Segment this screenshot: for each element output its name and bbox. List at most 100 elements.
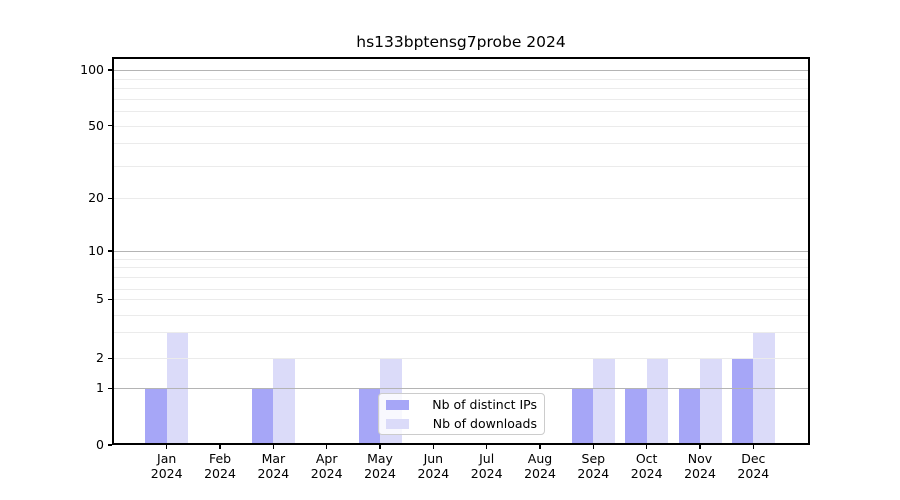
legend-swatch-downloads <box>386 418 409 429</box>
gridline-y-30 <box>112 166 810 168</box>
month-label: Jun <box>423 451 444 466</box>
x-tick-label-sep: Sep 2024 <box>553 451 633 481</box>
year-label: 2024 <box>630 466 663 481</box>
x-tick-label-apr: Apr 2024 <box>287 451 367 481</box>
bar-downloads-sep <box>593 358 615 445</box>
month-label: Apr <box>315 451 338 466</box>
x-tick-mark-jun <box>432 445 435 449</box>
bar-distinct-ips-oct <box>625 388 647 445</box>
gridline-y-40 <box>112 143 810 145</box>
y-tick-mark-10 <box>108 250 112 252</box>
year-label: 2024 <box>577 466 610 481</box>
month-label: Oct <box>635 451 658 466</box>
bar-downloads-oct <box>646 358 669 445</box>
year-label: 2024 <box>737 466 770 481</box>
x-tick-mark-oct <box>645 445 648 449</box>
gridline-y-9 <box>112 258 810 260</box>
gridline-y-7 <box>112 277 810 278</box>
y-tick-label-50: 50 <box>88 117 104 133</box>
month-label: Aug <box>527 451 553 466</box>
y-tick-label-10: 10 <box>88 243 104 258</box>
y-tick-label-2: 2 <box>96 350 104 366</box>
x-tick-label-mar: Mar 2024 <box>233 451 313 481</box>
gridline-y-3 <box>112 332 810 333</box>
y-tick-mark-2 <box>108 357 112 360</box>
gridline-y-2 <box>112 358 810 360</box>
x-tick-label-oct: Oct 2024 <box>607 451 687 481</box>
x-tick-label-jul: Jul 2024 <box>447 451 527 481</box>
year-label: 2024 <box>150 466 183 481</box>
bar-distinct-ips-jan <box>145 388 167 445</box>
gridline-y-8 <box>112 267 810 268</box>
year-label: 2024 <box>204 466 236 481</box>
month-label: Feb <box>208 451 232 466</box>
y-tick-mark-1 <box>108 387 112 390</box>
x-tick-mark-feb <box>219 445 221 449</box>
bar-downloads-mar <box>273 358 295 445</box>
month-label: Jul <box>479 451 495 466</box>
gridline-y-50 <box>112 125 810 127</box>
gridline-y-90 <box>112 78 810 80</box>
gridline-y-6 <box>112 288 810 290</box>
x-tick-label-aug: Aug 2024 <box>500 451 580 481</box>
x-tick-label-jan: Jan 2024 <box>127 451 207 481</box>
year-label: 2024 <box>310 466 343 481</box>
year-label: 2024 <box>524 466 556 481</box>
x-tick-label-feb: Feb 2024 <box>180 451 260 481</box>
legend-swatch-distinct-ips <box>386 399 409 410</box>
x-tick-label-may: May 2024 <box>340 451 420 481</box>
legend-item-downloads: Nb of downloads <box>386 416 537 431</box>
x-tick-mark-aug <box>539 445 541 449</box>
year-label: 2024 <box>470 466 503 481</box>
gridline-y-20 <box>112 198 810 200</box>
month-label: Jan <box>157 451 177 466</box>
x-tick-label-nov: Nov 2024 <box>660 451 740 481</box>
y-tick-mark-5 <box>108 298 112 301</box>
x-tick-mark-mar <box>272 445 275 449</box>
grid-layer <box>112 57 810 445</box>
month-label: Mar <box>261 451 286 466</box>
year-label: 2024 <box>417 466 450 481</box>
x-tick-mark-apr <box>325 445 328 449</box>
month-label: Dec <box>741 451 766 466</box>
y-tick-mark-50 <box>108 124 112 127</box>
legend: Nb of distinct IPs Nb of downloads <box>378 393 545 435</box>
gridline-y-60 <box>112 111 810 113</box>
x-tick-label-jun: Jun 2024 <box>393 451 473 481</box>
x-tick-mark-jan <box>165 445 168 449</box>
year-label: 2024 <box>684 466 716 481</box>
x-tick-mark-jul <box>485 445 488 449</box>
x-tick-mark-nov <box>699 445 701 449</box>
y-tick-label-0: 0 <box>96 437 104 452</box>
year-label: 2024 <box>364 466 396 481</box>
bar-distinct-ips-sep <box>571 388 594 445</box>
y-tick-label-5: 5 <box>96 291 104 307</box>
gridline-y-70 <box>112 98 810 100</box>
bar-distinct-ips-mar <box>251 388 274 445</box>
x-tick-mark-may <box>379 445 381 449</box>
gridline-y-100 <box>112 70 810 71</box>
bar-distinct-ips-dec <box>731 358 754 445</box>
legend-label-distinct-ips: Nb of distinct IPs <box>432 397 537 412</box>
gridline-y-5 <box>112 299 810 301</box>
plot-area: Nb of distinct IPs Nb of downloads <box>112 57 810 445</box>
y-tick-label-100: 100 <box>80 62 104 77</box>
bar-distinct-ips-nov <box>678 388 700 445</box>
month-label: May <box>367 451 393 466</box>
x-tick-mark-sep <box>592 445 595 449</box>
month-label: Nov <box>687 451 713 466</box>
x-tick-label-dec: Dec 2024 <box>713 451 793 481</box>
gridline-y-80 <box>112 87 810 89</box>
gridline-y-1 <box>112 388 810 390</box>
bar-downloads-nov <box>700 358 722 445</box>
chart-title: hs133bptensg7probe 2024 <box>356 33 566 51</box>
legend-label-downloads: Nb of downloads <box>432 416 537 431</box>
gridline-y-10 <box>112 251 810 252</box>
year-label: 2024 <box>257 466 290 481</box>
y-tick-mark-20 <box>108 197 112 200</box>
legend-item-distinct-ips: Nb of distinct IPs <box>386 397 537 412</box>
x-tick-mark-dec <box>752 445 755 449</box>
y-tick-mark-100 <box>108 69 112 71</box>
month-label: Sep <box>581 451 606 466</box>
